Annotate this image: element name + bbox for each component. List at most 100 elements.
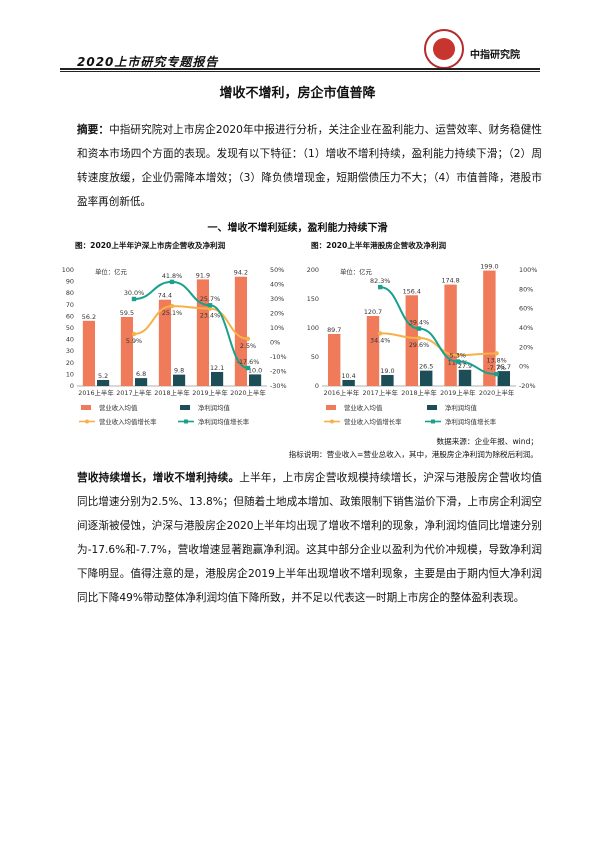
net-profit-bar-label: 12.1: [210, 364, 224, 372]
org-name: 中指研究院: [470, 50, 520, 61]
header-rule: [60, 68, 540, 70]
y2-tick-label: 50%: [270, 266, 284, 274]
y2-tick-label: -20%: [519, 382, 536, 390]
revenue-bar-label: 59.5: [120, 309, 134, 317]
legend-label: 营业收入均值: [344, 403, 383, 412]
page-header: 2020上市研究专题报告 中指研究院: [0, 0, 595, 72]
body-bold-lead: 营收持续增长，增收不增利持续。: [77, 472, 240, 484]
y-tick-label: 150: [307, 295, 319, 303]
net-profit-growth-line: [133, 280, 249, 370]
revenue-growth-point: [207, 306, 213, 311]
net-profit-bar: [420, 370, 433, 386]
revenue-growth-label: 34.4%: [370, 336, 390, 344]
revenue-bar: [82, 320, 95, 386]
net-profit-growth-label: -7.7%: [487, 364, 506, 372]
net-profit-bar: [173, 374, 186, 386]
y2-tick-label: 60%: [519, 305, 533, 313]
net-profit-growth-label: 5.3%: [450, 352, 466, 360]
abstract-text: 中指研究院对上市房企2020年中报进行分析，关注企业在盈利能力、运营效率、财务稳…: [77, 124, 542, 208]
net-profit-bar: [497, 371, 511, 386]
source-note: 数据来源：企业年报、wind；: [436, 437, 538, 446]
x-tick-label: 2017上半年: [362, 388, 398, 397]
y2-tick-label: 80%: [519, 285, 533, 293]
x-tick-label: 2019上半年: [192, 388, 228, 397]
net-profit-bar: [135, 378, 148, 386]
net-profit-growth-point: [494, 371, 499, 377]
net-profit-bar: [381, 374, 394, 386]
chart-2-title: 图：2020上半年港股房企营收及净利润: [311, 241, 447, 250]
legend-label: 营业收入均值增长率: [99, 417, 157, 426]
y2-tick-label: -30%: [270, 382, 287, 390]
revenue-growth-point: [494, 351, 499, 356]
net-profit-bar-label: 27.9: [458, 362, 472, 370]
y-tick-label: 50: [66, 324, 74, 332]
chart-1: 0 10 20 30 40 50 60 70 80 90 100 -30% -20% -10% 0% 10% 2…: [62, 266, 287, 426]
revenue-bar-label: 94.2: [234, 269, 248, 277]
header-rule-thin: [60, 71, 540, 72]
document-title: 增收不增利，房企市值普降: [219, 86, 376, 101]
y2-tick-label: -10%: [270, 353, 287, 361]
net-profit-growth-point: [455, 359, 460, 364]
y-tick-label: 100: [307, 324, 319, 332]
y-tick-label: 70: [66, 301, 74, 309]
revenue-growth-point: [169, 303, 175, 309]
abstract-paragraph: 摘要：中指研究院对上市房企2020年中报进行分析，关注企业在盈利能力、运营效率、…: [77, 118, 542, 214]
net-profit-bar-label: 10.0: [248, 366, 262, 374]
abstract-label: 摘要：: [77, 124, 110, 136]
revenue-bar-label: 91.9: [196, 271, 210, 279]
y-tick-label: 30: [66, 347, 74, 355]
net-profit-growth-label: 25.7%: [200, 295, 220, 303]
y2-tick-label: 20%: [270, 310, 284, 318]
x-tick-label: 2016上半年: [324, 388, 360, 397]
revenue-growth-point: [245, 336, 251, 342]
revenue-bar: [366, 315, 380, 386]
legend-marker: [431, 419, 435, 424]
y-tick-label: 20: [66, 359, 74, 367]
y-tick-label: 10: [66, 370, 74, 378]
y2-tick-label: 10%: [270, 324, 284, 332]
y2-tick-label: 0%: [519, 363, 529, 371]
net-profit-bar: [211, 371, 224, 386]
legend-marker: [184, 419, 188, 424]
body-paragraph: 营收持续增长，增收不增利持续。上半年，上市房企营收规模持续增长，沪深与港股房企营…: [77, 466, 542, 610]
net-profit-growth-line: [380, 286, 497, 376]
legend-swatch: [81, 405, 91, 410]
net-profit-bar-label: 9.8: [174, 367, 184, 375]
revenue-bar-label: 174.8: [441, 277, 459, 285]
x-tick-label: 2020上半年: [230, 388, 266, 397]
legend-swatch: [326, 405, 336, 410]
net-profit-growth-point: [245, 365, 251, 371]
net-profit-growth-point: [378, 284, 383, 290]
net-profit-growth-label: 30.0%: [124, 289, 144, 297]
revenue-bar-label: 89.7: [327, 326, 341, 334]
y2-tick-label: 30%: [270, 295, 284, 303]
legend-label: 净利润均值增长率: [445, 417, 497, 426]
revenue-growth-point: [131, 331, 137, 337]
net-profit-bar-label: 6.8: [136, 370, 146, 378]
report-title: 2020上市研究专题报告: [77, 55, 219, 69]
y-tick-label: 0: [70, 382, 74, 390]
revenue-bar-label: 156.4: [403, 287, 421, 295]
revenue-bar-label: 56.2: [82, 313, 96, 321]
net-profit-bar: [97, 379, 110, 386]
net-profit-bar-label: 25.7: [497, 363, 511, 371]
net-profit-bar: [342, 379, 355, 386]
revenue-bar: [444, 284, 457, 386]
revenue-growth-label: 29.6%: [409, 341, 429, 349]
revenue-growth-label: 25.1%: [162, 309, 182, 317]
x-tick-label: 2019上半年: [440, 388, 476, 397]
revenue-growth-point: [416, 335, 422, 341]
revenue-growth-label: 5.9%: [126, 337, 142, 345]
chart-2: 050100150200-20%0%20%40%60%80%100%单位：亿元8…: [307, 263, 537, 426]
y-tick-label: 60: [66, 312, 74, 320]
legend-label: 营业收入均值增长率: [344, 417, 402, 426]
y2-tick-label: 40%: [270, 281, 284, 289]
revenue-bar-label: 74.4: [158, 292, 172, 300]
net-profit-bar-label: 10.4: [341, 372, 355, 380]
net-profit-growth-point: [169, 279, 175, 285]
net-profit-growth-point: [207, 303, 213, 308]
net-profit-growth-label: 82.3%: [370, 277, 390, 285]
revenue-bar: [158, 299, 171, 386]
revenue-bar: [483, 270, 496, 386]
net-profit-bar-label: 19.0: [380, 367, 394, 375]
